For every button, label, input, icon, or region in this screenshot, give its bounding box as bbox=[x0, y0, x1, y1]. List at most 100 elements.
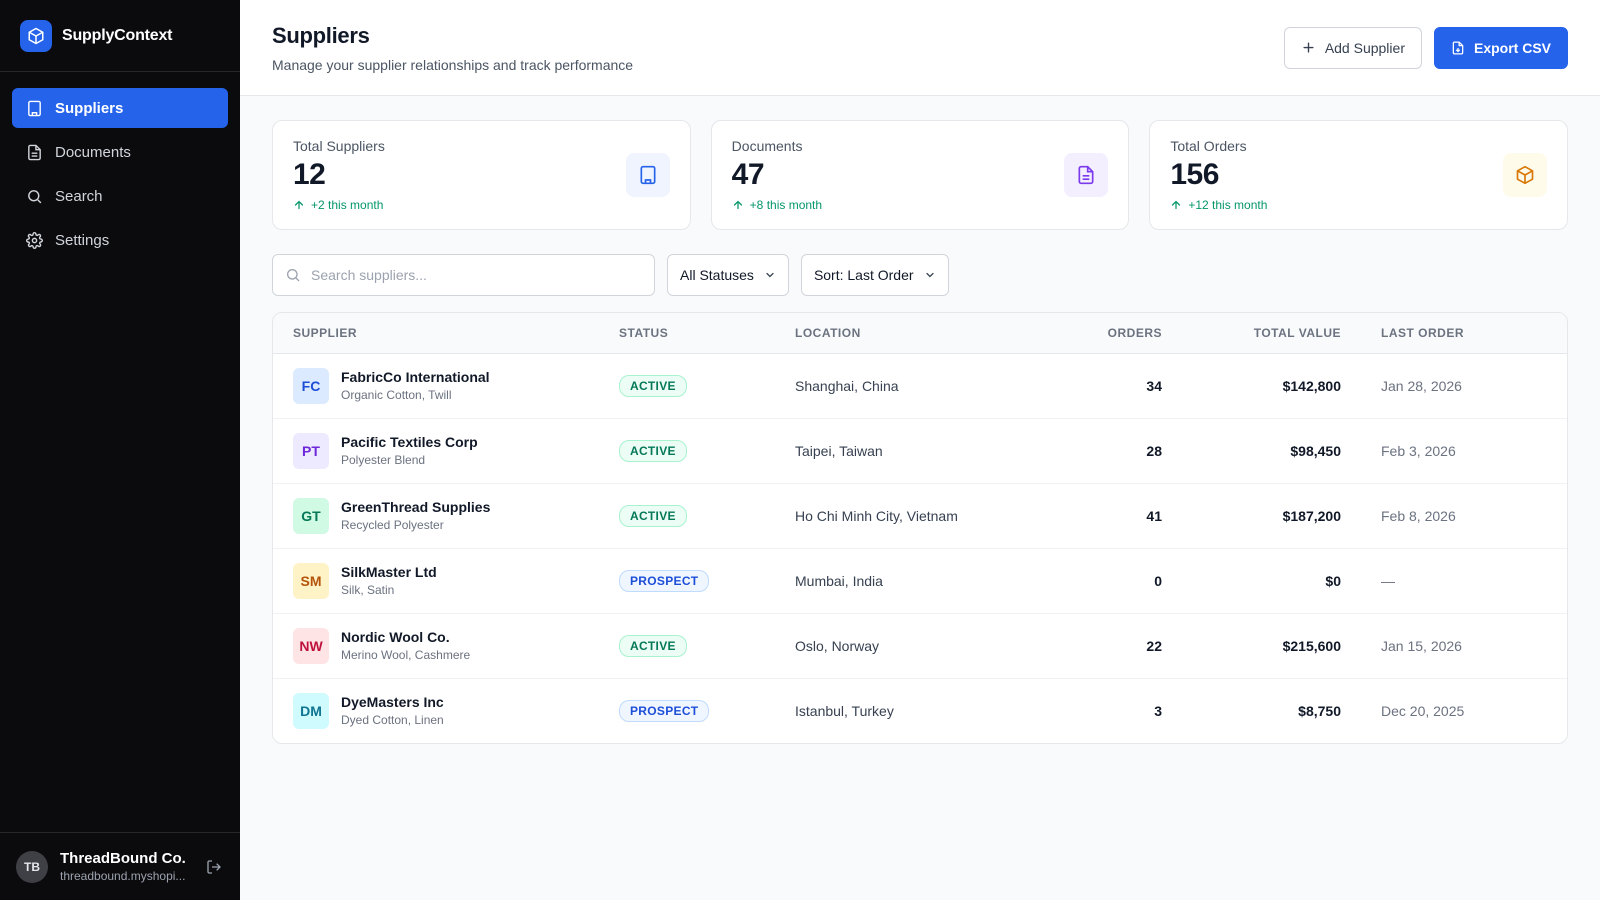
location-cell: Ho Chi Minh City, Vietnam bbox=[775, 483, 1057, 549]
building-icon bbox=[625, 153, 670, 197]
status-cell: ACTIVE bbox=[599, 353, 775, 419]
supplier-cell: NW Nordic Wool Co. Merino Wool, Cashmere bbox=[273, 613, 599, 679]
supplier-name[interactable]: Pacific Textiles Corp bbox=[341, 434, 478, 450]
supplier-name[interactable]: Nordic Wool Co. bbox=[341, 629, 450, 645]
supplier-name[interactable]: SilkMaster Ltd bbox=[341, 564, 437, 580]
export-csv-button[interactable]: Export CSV bbox=[1433, 26, 1568, 69]
status-filter-value: All Statuses bbox=[680, 267, 754, 283]
supplier-initials: GT bbox=[293, 497, 329, 534]
supplier-materials: Dyed Cotton, Linen bbox=[341, 713, 444, 728]
location-cell: Shanghai, China bbox=[775, 353, 1057, 419]
supplier-cell: FC FabricCo International Organic Cotton, … bbox=[273, 353, 599, 419]
stat-card-documents: Documents 47 +8 this month bbox=[710, 120, 1130, 230]
page-subtitle: Manage your supplier relationships and t… bbox=[272, 56, 634, 73]
supplier-name[interactable]: DyeMasters Inc bbox=[341, 694, 444, 711]
column-header-total-value[interactable]: Total Value bbox=[1182, 313, 1361, 354]
last-order-cell: — bbox=[1361, 548, 1567, 614]
search-icon bbox=[287, 269, 300, 282]
last-order-cell: Jan 15, 2026 bbox=[1361, 613, 1567, 679]
status-badge: PROSPECT bbox=[619, 569, 710, 592]
table-row[interactable]: NW Nordic Wool Co. Merino Wool, Cashmere AC… bbox=[273, 613, 1567, 679]
search-input[interactable] bbox=[311, 267, 642, 283]
store-url: threadbound.myshopi... bbox=[60, 869, 186, 883]
supplier-materials: Merino Wool, Cashmere bbox=[341, 648, 471, 662]
stat-change: +2 this month bbox=[293, 198, 385, 212]
status-cell: ACTIVE bbox=[599, 418, 775, 484]
box-icon bbox=[20, 19, 52, 52]
building-icon bbox=[25, 99, 43, 117]
filters-bar: All Statuses Sort: Last Order bbox=[272, 254, 1568, 296]
orders-cell: 41 bbox=[1057, 483, 1182, 549]
sidebar-item-label: Search bbox=[55, 187, 103, 205]
add-supplier-button[interactable]: Add Supplier bbox=[1283, 26, 1422, 69]
status-filter-select[interactable]: All Statuses bbox=[667, 254, 789, 296]
export-csv-label: Export CSV bbox=[1473, 39, 1551, 56]
sort-select[interactable]: Sort: Last Order bbox=[800, 254, 949, 296]
sidebar-item-settings[interactable]: Settings bbox=[12, 220, 228, 260]
logout-icon[interactable] bbox=[204, 857, 224, 877]
brand[interactable]: SupplyContext bbox=[0, 0, 240, 72]
stat-change: +8 this month bbox=[732, 198, 822, 212]
store-info: ThreadBound Co. threadbound.myshopi... bbox=[60, 850, 196, 883]
supplier-materials: Recycled Polyester bbox=[341, 518, 444, 532]
stat-value: 156 bbox=[1170, 158, 1219, 191]
stat-card-total-suppliers: Total Suppliers 12 +2 this month bbox=[272, 120, 691, 230]
supplier-name[interactable]: GreenThread Supplies bbox=[341, 499, 491, 515]
header-text: Suppliers Manage your supplier relations… bbox=[272, 23, 633, 73]
table-row[interactable]: FC FabricCo International Organic Cotton, … bbox=[273, 353, 1567, 419]
sidebar-item-label: Documents bbox=[55, 143, 131, 161]
status-badge: ACTIVE bbox=[619, 374, 687, 397]
stat-value: 12 bbox=[293, 158, 326, 191]
total-value-cell: $187,200 bbox=[1182, 483, 1361, 549]
last-order-cell: Dec 20, 2025 bbox=[1381, 702, 1465, 719]
page-header: Suppliers Manage your supplier relations… bbox=[240, 0, 1600, 96]
orders-cell: 34 bbox=[1057, 353, 1182, 419]
orders-cell: 0 bbox=[1057, 548, 1182, 614]
sidebar-item-suppliers[interactable]: Suppliers bbox=[12, 88, 228, 128]
location-cell: Istanbul, Turkey bbox=[795, 702, 894, 719]
search-box bbox=[272, 254, 655, 296]
page-title: Suppliers bbox=[272, 22, 370, 48]
status-badge: ACTIVE bbox=[619, 504, 687, 527]
avatar[interactable]: TB bbox=[16, 850, 48, 883]
location-cell: Mumbai, India bbox=[775, 548, 1057, 614]
sidebar-item-documents[interactable]: Documents bbox=[12, 132, 228, 172]
sidebar-item-search[interactable]: Search bbox=[12, 176, 228, 216]
orders-cell: 3 bbox=[1154, 702, 1162, 719]
box-icon bbox=[1503, 153, 1548, 197]
orders-cell: 28 bbox=[1057, 418, 1182, 484]
status-badge: PROSPECT bbox=[619, 699, 710, 722]
stat-change-text: +8 this month bbox=[749, 198, 823, 212]
table-header-row: Supplier Status Location Orders Total Va… bbox=[273, 313, 1567, 354]
stat-label: Documents bbox=[731, 138, 803, 154]
supplier-cell: DM DyeMasters Inc Dyed Cotton, Linen bbox=[273, 678, 599, 743]
last-order-cell: Feb 3, 2026 bbox=[1361, 418, 1567, 484]
column-header-location[interactable]: Location bbox=[775, 313, 1057, 354]
table-row[interactable]: SM SilkMaster Ltd Silk, Satin PROSPECT Mumba… bbox=[273, 548, 1567, 614]
stat-value: 47 bbox=[731, 158, 765, 191]
status-badge: ACTIVE bbox=[619, 439, 687, 462]
supplier-name[interactable]: FabricCo International bbox=[341, 369, 490, 385]
table-row[interactable]: GT GreenThread Supplies Recycled Polyester… bbox=[273, 483, 1567, 549]
supplier-cell: SM SilkMaster Ltd Silk, Satin bbox=[273, 548, 599, 614]
supplier-materials: Silk, Satin bbox=[341, 583, 395, 597]
search-icon bbox=[25, 187, 43, 205]
supplier-initials: FC bbox=[293, 367, 329, 404]
table-row[interactable]: PT Pacific Textiles Corp Polyester Blend AC… bbox=[273, 418, 1567, 484]
column-header-last-order[interactable]: Last Order bbox=[1361, 313, 1567, 354]
total-value-cell: $0 bbox=[1182, 548, 1361, 614]
column-header-orders[interactable]: Orders bbox=[1057, 313, 1182, 354]
table-row[interactable]: DM DyeMasters Inc Dyed Cotton, Linen PROSPE… bbox=[273, 678, 1567, 743]
supplier-materials: Organic Cotton, Twill bbox=[341, 388, 452, 402]
column-header-supplier[interactable]: Supplier bbox=[273, 313, 599, 354]
stat-change-text: +12 this month bbox=[1188, 198, 1268, 212]
chevron-down-icon bbox=[764, 269, 776, 281]
location-cell: Oslo, Norway bbox=[775, 613, 1057, 679]
chevron-down-icon bbox=[924, 269, 936, 281]
status-cell: PROSPECT bbox=[599, 548, 775, 614]
column-header-status[interactable]: Status bbox=[599, 313, 775, 354]
status-cell: PROSPECT bbox=[599, 678, 775, 743]
supplier-cell: PT Pacific Textiles Corp Polyester Blend bbox=[273, 418, 599, 484]
supplier-cell: GT GreenThread Supplies Recycled Polyester bbox=[273, 483, 599, 549]
stat-change-text: +2 this month bbox=[311, 198, 384, 212]
